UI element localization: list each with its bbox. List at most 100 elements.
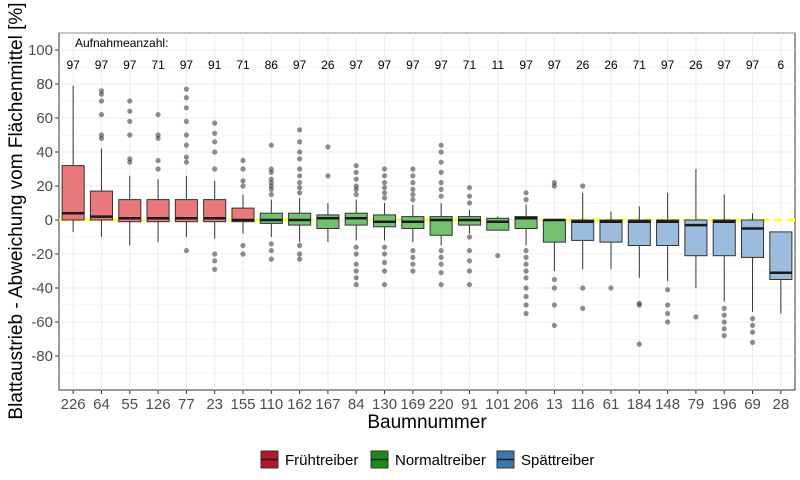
- x-tick-label-116: 116: [571, 396, 595, 413]
- x-tick-label-162: 162: [287, 396, 312, 413]
- y-axis-title: Blattaustrieb - Abweichung vom Flächenmi…: [6, 2, 27, 419]
- outlier-point: [183, 142, 189, 148]
- outlier-point: [523, 302, 529, 308]
- outlier-point: [523, 254, 529, 260]
- x-tick-label-13: 13: [546, 396, 563, 413]
- outlier-point: [353, 191, 359, 198]
- box-184: [627, 219, 651, 246]
- x-tick-label-196: 196: [712, 396, 737, 413]
- outlier-point: [353, 163, 359, 169]
- box-69: [740, 219, 765, 258]
- outlier-point: [240, 183, 246, 189]
- y-tick-label: 80: [36, 76, 53, 93]
- box-55: [118, 199, 142, 223]
- outlier-point: [297, 127, 303, 133]
- count-label-79: 26: [689, 58, 703, 72]
- outlier-point: [438, 159, 444, 165]
- outlier-point: [212, 266, 218, 272]
- y-tick-label: -40: [31, 280, 53, 297]
- outlier-point: [749, 322, 756, 328]
- outlier-point: [410, 261, 416, 267]
- x-tick-label-148: 148: [655, 396, 680, 413]
- outlier-point: [749, 339, 756, 345]
- count-label-77: 97: [180, 58, 194, 72]
- count-label-69: 97: [746, 58, 760, 72]
- outlier-point: [381, 259, 388, 266]
- box-61: [599, 219, 623, 243]
- outlier-point: [438, 149, 444, 155]
- box-64: [89, 190, 114, 221]
- outlier-point: [410, 268, 416, 274]
- outlier-point: [523, 285, 529, 291]
- outlier-point: [438, 180, 444, 186]
- x-tick-label-155: 155: [230, 396, 255, 413]
- box-28: [769, 231, 793, 280]
- outlier-point: [183, 132, 189, 138]
- box-13: [542, 219, 566, 243]
- outlier-point: [183, 105, 189, 111]
- box-77: [174, 199, 198, 223]
- outlier-point: [381, 244, 388, 250]
- x-tick-label-69: 69: [744, 396, 761, 413]
- count-label-226: 97: [66, 58, 80, 72]
- x-tick-label-130: 130: [372, 396, 397, 413]
- outlier-point: [268, 256, 274, 262]
- outlier-point: [240, 178, 246, 184]
- box-226: [61, 165, 85, 221]
- outlier-point: [580, 305, 586, 311]
- count-label-196: 97: [718, 58, 732, 72]
- outlier-point: [466, 185, 473, 191]
- x-tick-label-23: 23: [206, 396, 223, 413]
- outlier-point: [438, 270, 444, 276]
- outlier-point: [212, 139, 218, 145]
- box-116: [571, 219, 595, 241]
- outlier-point: [551, 285, 557, 291]
- outlier-point: [353, 275, 359, 281]
- count-label-91: 71: [463, 58, 477, 72]
- outlier-point: [268, 176, 274, 182]
- outlier-point: [240, 251, 246, 257]
- x-tick-label-55: 55: [121, 396, 138, 413]
- outlier-point: [551, 322, 557, 328]
- outlier-point: [665, 287, 671, 293]
- outlier-point: [297, 190, 303, 196]
- x-tick-label-169: 169: [400, 396, 425, 413]
- y-tick-label: -80: [31, 348, 53, 365]
- count-label-110: 86: [265, 58, 279, 72]
- outlier-point: [438, 186, 444, 192]
- box-126: [146, 199, 170, 223]
- count-label-84: 97: [350, 58, 364, 72]
- legend-label-1: Normaltreiber: [395, 452, 486, 469]
- outlier-point: [212, 251, 218, 257]
- outlier-point: [636, 341, 642, 347]
- outlier-point: [381, 251, 388, 257]
- box-23: [203, 199, 227, 223]
- x-tick-label-101: 101: [485, 396, 510, 413]
- x-tick-label-79: 79: [688, 396, 705, 413]
- box-206: [514, 216, 538, 230]
- count-label-55: 97: [123, 58, 137, 72]
- outlier-point: [381, 166, 388, 172]
- outlier-point: [353, 169, 359, 175]
- outlier-point: [466, 258, 473, 264]
- count-label-162: 97: [293, 58, 307, 72]
- outlier-point: [297, 139, 303, 145]
- y-tick-label: 40: [36, 144, 53, 161]
- x-tick-label-167: 167: [315, 396, 340, 413]
- outlier-point: [749, 316, 756, 322]
- count-label-126: 71: [151, 58, 165, 72]
- outlier-point: [268, 142, 274, 148]
- outlier-point: [127, 108, 133, 114]
- outlier-point: [410, 197, 416, 203]
- count-labels: 97 97 97 71 97 91 71 86 97 26 97 97 97 97 71 11 97 97 26 26…: [66, 58, 784, 72]
- outlier-point: [212, 130, 218, 136]
- x-tick-label-77: 77: [178, 396, 195, 413]
- outlier-point: [127, 132, 133, 138]
- outlier-point: [438, 254, 444, 260]
- outlier-point: [353, 282, 359, 288]
- outlier-point: [353, 251, 359, 257]
- outlier-point: [665, 302, 671, 308]
- outlier-point: [127, 156, 133, 162]
